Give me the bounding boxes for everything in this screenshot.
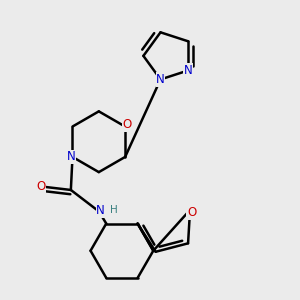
Text: O: O xyxy=(187,206,196,219)
Text: H: H xyxy=(110,206,118,215)
Text: N: N xyxy=(156,73,165,86)
Text: N: N xyxy=(67,150,75,164)
Text: N: N xyxy=(184,64,193,77)
Text: N: N xyxy=(96,204,105,217)
Text: O: O xyxy=(122,118,131,131)
Text: O: O xyxy=(37,180,46,193)
